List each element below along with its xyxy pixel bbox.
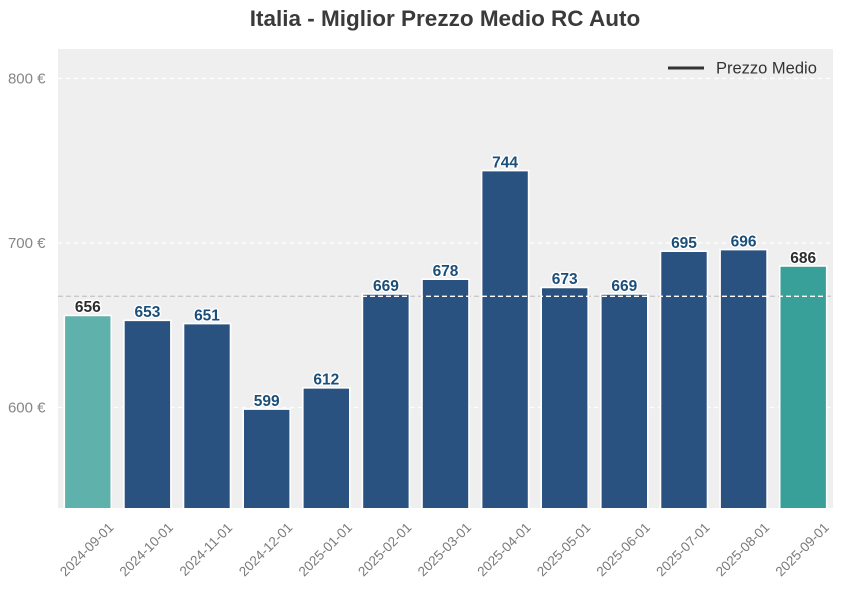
- svg-text:2025-09-01: 2025-09-01: [772, 520, 831, 579]
- svg-text:2025-06-01: 2025-06-01: [594, 520, 653, 579]
- svg-text:700 €: 700 €: [8, 235, 46, 252]
- svg-text:599: 599: [254, 393, 280, 410]
- svg-text:2025-02-01: 2025-02-01: [355, 520, 414, 579]
- svg-text:696: 696: [731, 233, 757, 250]
- svg-text:656: 656: [75, 299, 101, 316]
- svg-text:651: 651: [194, 307, 220, 324]
- svg-text:2025-03-01: 2025-03-01: [415, 520, 474, 579]
- svg-text:2024-10-01: 2024-10-01: [117, 520, 176, 579]
- svg-text:686: 686: [790, 250, 816, 267]
- svg-text:2024-11-01: 2024-11-01: [177, 520, 236, 579]
- svg-text:673: 673: [552, 271, 578, 288]
- svg-text:Prezzo Medio: Prezzo Medio: [716, 60, 817, 78]
- svg-text:2025-05-01: 2025-05-01: [534, 520, 593, 579]
- svg-text:744: 744: [492, 154, 518, 171]
- svg-text:2024-12-01: 2024-12-01: [236, 520, 295, 579]
- svg-text:2024-09-01: 2024-09-01: [57, 520, 116, 579]
- svg-text:669: 669: [611, 278, 637, 295]
- svg-text:678: 678: [433, 263, 459, 280]
- svg-text:653: 653: [134, 304, 160, 321]
- svg-text:2025-08-01: 2025-08-01: [713, 520, 772, 579]
- svg-text:612: 612: [313, 372, 339, 389]
- svg-text:695: 695: [671, 235, 697, 252]
- svg-text:800 €: 800 €: [8, 71, 46, 88]
- svg-text:2025-01-01: 2025-01-01: [296, 520, 355, 579]
- svg-text:669: 669: [373, 278, 399, 295]
- svg-text:2025-04-01: 2025-04-01: [474, 520, 533, 579]
- svg-text:2025-07-01: 2025-07-01: [653, 520, 712, 579]
- svg-text:600 €: 600 €: [8, 400, 46, 417]
- svg-text:Italia - Miglior Prezzo Medio: Italia - Miglior Prezzo Medio RC Auto: [250, 6, 640, 31]
